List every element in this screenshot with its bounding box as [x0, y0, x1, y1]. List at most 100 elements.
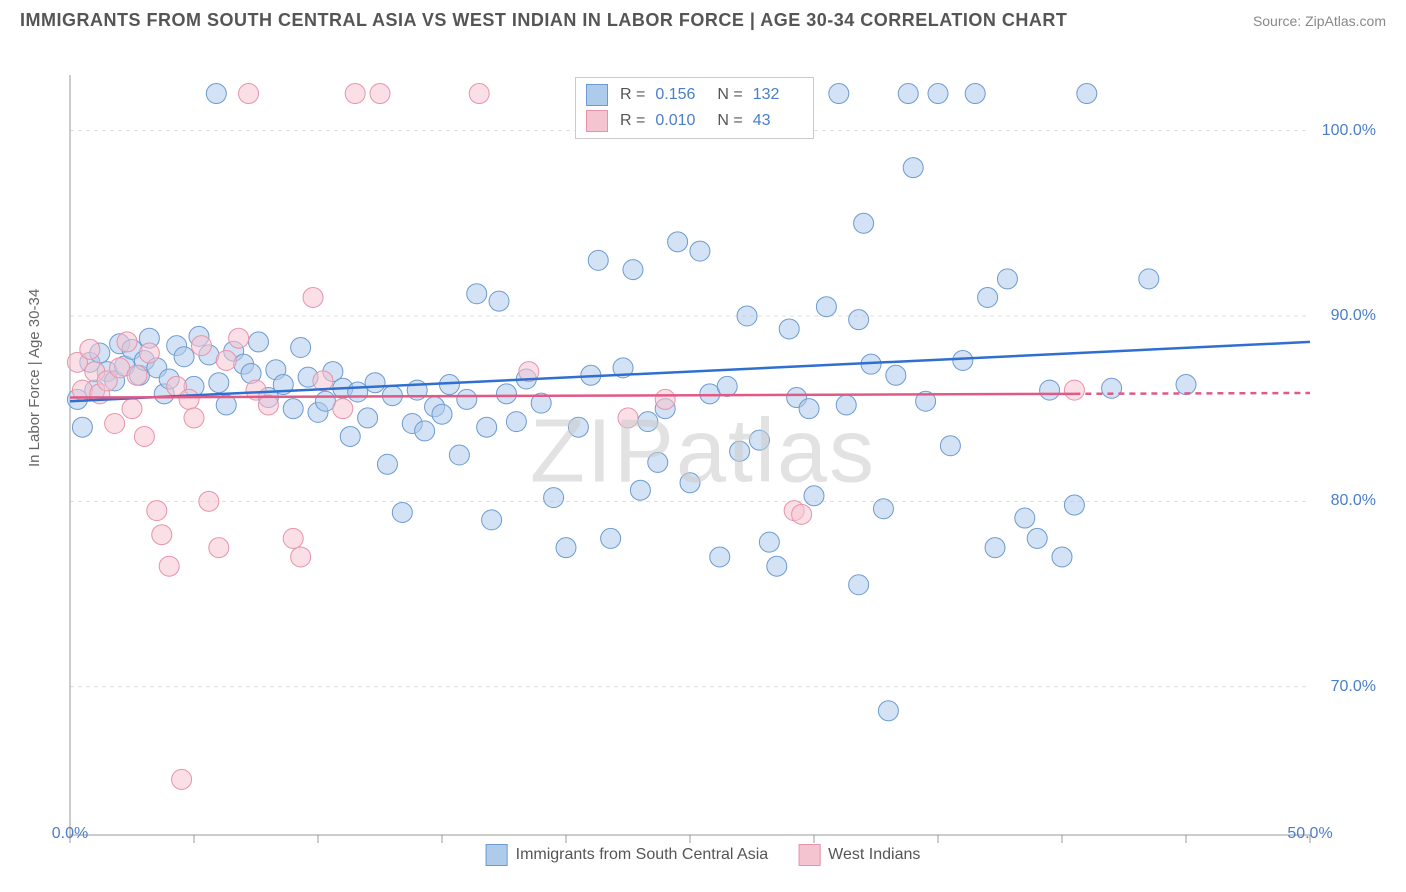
data-point: [556, 538, 576, 558]
data-point: [601, 528, 621, 548]
x-tick-label: 50.0%: [1287, 825, 1332, 843]
data-point: [283, 399, 303, 419]
data-point: [749, 430, 769, 450]
data-point: [588, 250, 608, 270]
r-label: R =: [620, 86, 645, 104]
legend-swatch-blue: [586, 84, 608, 106]
y-axis-label: In Labor Force | Age 30-34: [26, 289, 43, 467]
data-point: [965, 84, 985, 104]
data-point: [467, 284, 487, 304]
data-point: [152, 525, 172, 545]
data-point: [477, 417, 497, 437]
data-point: [174, 347, 194, 367]
data-point: [759, 532, 779, 552]
data-point: [172, 769, 192, 789]
data-point: [690, 241, 710, 261]
data-point: [365, 373, 385, 393]
data-point: [303, 287, 323, 307]
data-point: [849, 575, 869, 595]
legend-label: West Indians: [828, 846, 920, 864]
data-point: [618, 408, 638, 428]
data-point: [1139, 269, 1159, 289]
data-point: [680, 473, 700, 493]
data-point: [1176, 375, 1196, 395]
data-point: [978, 287, 998, 307]
data-point: [206, 84, 226, 104]
data-point: [291, 547, 311, 567]
data-point: [449, 445, 469, 465]
data-point: [209, 373, 229, 393]
data-point: [1077, 84, 1097, 104]
data-point: [648, 452, 668, 472]
data-point: [854, 213, 874, 233]
y-tick-label: 90.0%: [1331, 307, 1376, 325]
data-point: [1052, 547, 1072, 567]
data-point: [348, 382, 368, 402]
data-point: [1015, 508, 1035, 528]
data-point: [985, 538, 1005, 558]
data-point: [216, 350, 236, 370]
data-point: [767, 556, 787, 576]
data-point: [377, 454, 397, 474]
data-point: [940, 436, 960, 456]
legend-item-pink: West Indians: [798, 844, 920, 866]
data-point: [630, 480, 650, 500]
y-tick-label: 100.0%: [1322, 122, 1376, 140]
y-tick-label: 80.0%: [1331, 492, 1376, 510]
data-point: [199, 491, 219, 511]
data-point: [816, 297, 836, 317]
r-value: 0.010: [655, 112, 705, 130]
legend-swatch-pink: [586, 110, 608, 132]
data-point: [469, 84, 489, 104]
legend-label: Immigrants from South Central Asia: [516, 846, 769, 864]
data-point: [482, 510, 502, 530]
data-point: [737, 306, 757, 326]
data-point: [623, 260, 643, 280]
source-label: Source: ZipAtlas.com: [1253, 13, 1386, 29]
data-point: [878, 701, 898, 721]
data-point: [239, 84, 259, 104]
data-point: [432, 404, 452, 424]
data-point: [804, 486, 824, 506]
data-point: [159, 556, 179, 576]
data-point: [928, 84, 948, 104]
data-point: [134, 426, 154, 446]
data-point: [544, 488, 564, 508]
legend-row-pink: R = 0.010 N = 43: [586, 108, 803, 134]
legend-swatch-blue: [486, 844, 508, 866]
data-point: [248, 332, 268, 352]
n-value: 43: [753, 112, 803, 130]
data-point: [655, 389, 675, 409]
data-point: [370, 84, 390, 104]
data-point: [392, 502, 412, 522]
r-value: 0.156: [655, 86, 705, 104]
legend-row-blue: R = 0.156 N = 132: [586, 82, 803, 108]
data-point: [457, 389, 477, 409]
data-point: [1064, 380, 1084, 400]
n-label: N =: [717, 112, 742, 130]
legend-swatch-pink: [798, 844, 820, 866]
data-point: [903, 158, 923, 178]
data-point: [72, 417, 92, 437]
x-tick-label: 0.0%: [52, 825, 88, 843]
data-point: [792, 504, 812, 524]
data-point: [836, 395, 856, 415]
data-point: [229, 328, 249, 348]
data-point: [1027, 528, 1047, 548]
data-point: [139, 343, 159, 363]
chart-title: IMMIGRANTS FROM SOUTH CENTRAL ASIA VS WE…: [20, 10, 1067, 31]
data-point: [1102, 378, 1122, 398]
legend-series: Immigrants from South Central Asia West …: [486, 844, 921, 866]
y-tick-label: 70.0%: [1331, 678, 1376, 696]
data-point: [283, 528, 303, 548]
data-point: [849, 310, 869, 330]
data-point: [506, 412, 526, 432]
r-label: R =: [620, 112, 645, 130]
data-point: [730, 441, 750, 461]
data-point: [496, 384, 516, 404]
data-point: [638, 412, 658, 432]
data-point: [898, 84, 918, 104]
data-point: [489, 291, 509, 311]
data-point: [340, 426, 360, 446]
data-point: [668, 232, 688, 252]
